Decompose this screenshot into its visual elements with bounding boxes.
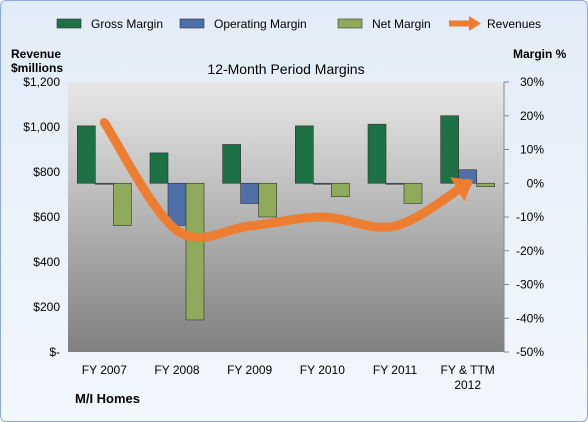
company-name: M/I Homes [75,391,140,406]
legend-swatch [179,18,205,29]
right-tick-label: 20% [520,109,544,123]
chart-title: 12-Month Period Margins [207,61,364,77]
left-tick-label: $600 [33,210,60,224]
gross-margin-bar [440,115,459,184]
gross-margin-bar [77,125,96,184]
legend-label: Operating Margin [214,17,307,31]
net-margin-bar [331,182,350,198]
operating-margin-bar [313,182,332,185]
legend: Gross Margin Operating Margin Net Margin Re… [56,16,541,31]
category-label: FY 2011 [373,363,418,377]
legend-swatch [337,18,363,29]
right-tick-label: -40% [516,311,544,325]
right-tick-label: 10% [520,143,544,157]
net-margin-bar [113,182,132,226]
right-axis: -50% -40% -30% -20% -10% 0% 10% 20% 30% [503,75,545,359]
legend-swatch [56,18,82,29]
right-tick-label: -30% [516,278,544,292]
operating-margin-bar [95,182,114,185]
operating-margin-bar [240,182,259,204]
net-margin-bar [258,182,277,218]
left-tick-label: $400 [33,255,60,269]
bars [77,115,495,321]
left-tick-label: $200 [33,300,60,314]
left-tick-label: $- [49,345,60,359]
left-axis-title-line1: Revenue [11,47,61,61]
gross-margin-bar [222,144,241,184]
gross-margin-bar [295,125,314,184]
left-axis: $- $200 $400 $600 $800 $1,000 $1,200 [23,75,60,359]
category-label-line2: 2012 [454,378,481,392]
right-tick-label: -20% [516,244,544,258]
revenue-line [99,118,473,243]
revenues-arrowhead [450,177,473,202]
legend-swatch-arrow [469,16,481,31]
category-label: FY 2008 [154,363,199,377]
right-tick-label: 0% [527,176,545,190]
left-axis-title-line2: $millions [11,61,63,75]
net-margin-bar [476,182,495,187]
net-margin-bar [185,182,205,321]
gross-margin-bar [367,123,387,184]
right-tick-label: -10% [516,210,544,224]
left-tick-label: $800 [33,165,60,179]
right-axis-title: Margin % [513,47,567,61]
legend-label: Net Margin [372,17,431,31]
net-margin-bar [403,182,423,204]
right-tick-label: -50% [516,345,544,359]
left-tick-label: $1,000 [23,120,60,134]
category-label: FY & TTM [441,363,495,377]
gross-margin-bar [149,152,169,184]
operating-margin-bar [385,182,405,185]
category-label: FY 2010 [300,363,345,377]
right-tick-label: 30% [520,75,544,89]
category-axis: FY 2007 FY 2008 FY 2009 FY 2010 FY 2011 FY & … [82,363,495,392]
category-label: FY 2007 [82,363,127,377]
revenues-line [99,118,473,243]
legend-label: Revenues [487,17,541,31]
left-tick-label: $1,200 [23,75,60,89]
category-label: FY 2009 [227,363,272,377]
legend-label: Gross Margin [91,17,163,31]
